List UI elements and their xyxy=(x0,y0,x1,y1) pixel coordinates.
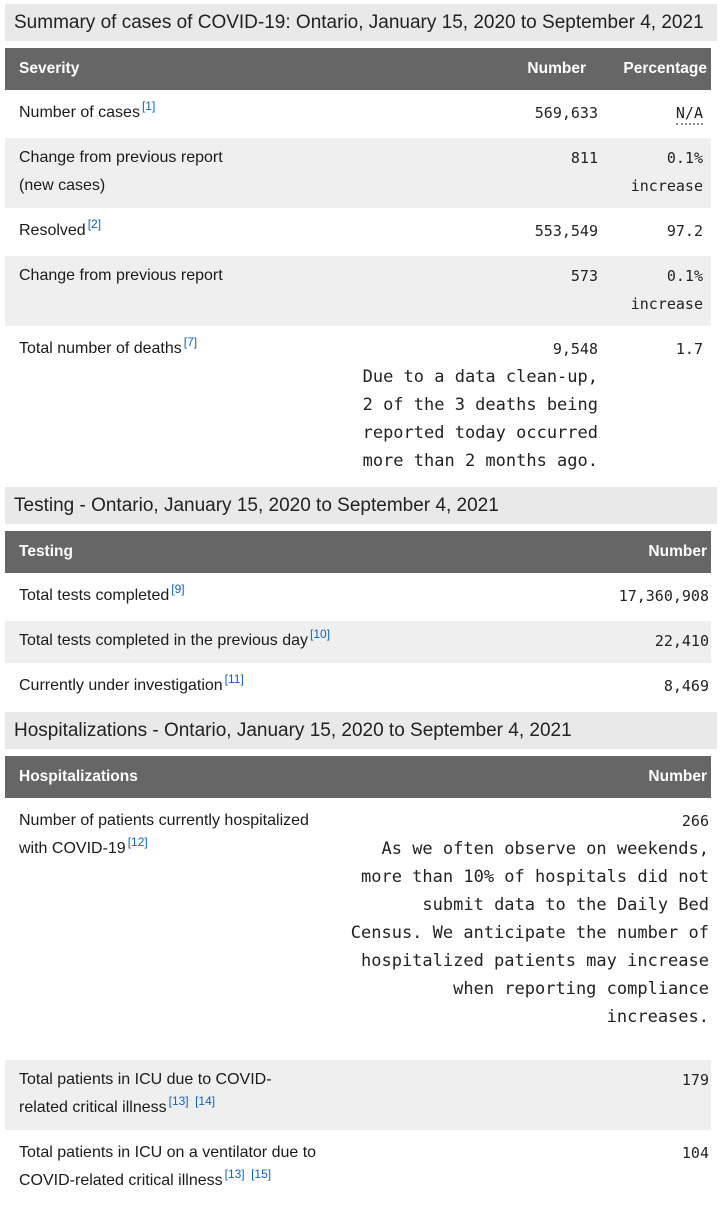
testing-cell: Currently under investigation [11] xyxy=(5,666,551,708)
footnote-ref-link[interactable]: [11] xyxy=(224,671,244,686)
table-row: Total number of deaths [7] 9,548 Due to a… xyxy=(5,329,711,483)
percentage-cell: 97.2 xyxy=(598,211,711,253)
percentage-cell: 0.1% increase xyxy=(598,256,711,326)
caption-testing: Testing - Ontario, January 15, 2020 to S… xyxy=(5,487,717,524)
number-cell: 266 As we often observe on weekends, mor… xyxy=(317,801,711,1057)
footnote-ref-link[interactable]: [2] xyxy=(87,216,102,231)
severity-cell: Resolved [2] xyxy=(5,211,245,253)
number-cell: 8,469 xyxy=(551,666,711,708)
hospitalizations-cell: Total patients in ICU on a ventilator du… xyxy=(5,1133,317,1203)
footnote-ref-link[interactable]: [7] xyxy=(183,334,198,349)
hospitalizations-table: Hospitalizations Number Number of patien… xyxy=(5,753,711,1206)
number-cell: 179 xyxy=(317,1060,711,1130)
header-row: Severity Number Percentage xyxy=(5,48,711,90)
caption-hospitalizations: Hospitalizations - Ontario, January 15, … xyxy=(5,712,717,749)
caption-summary-of-cases: Summary of cases of COVID-19: Ontario, J… xyxy=(5,4,717,41)
footnote-ref-link[interactable]: [14] xyxy=(195,1093,216,1108)
footnote-ref-link[interactable]: [13] xyxy=(224,1166,245,1181)
footnote-ref-link[interactable]: [15] xyxy=(251,1166,272,1181)
header-row: Testing Number xyxy=(5,531,711,573)
table-row: Total tests completed [9] 17,360,908 xyxy=(5,576,711,618)
number-cell: 22,410 xyxy=(551,621,711,663)
footnote-ref-link[interactable]: [10] xyxy=(310,626,331,641)
number-cell: 553,549 xyxy=(245,211,598,253)
percentage-cell: 0.1% increase xyxy=(598,138,711,208)
table-row: Currently under investigation [11] 8,469 xyxy=(5,666,711,708)
number-cell: 569,633 xyxy=(245,93,598,135)
severity-cell: Number of cases [1] xyxy=(5,93,245,135)
severity-cell: Total number of deaths [7] xyxy=(5,329,245,483)
severity-cell: Change from previous report (new cases) xyxy=(5,138,245,208)
number-cell: 811 xyxy=(245,138,598,208)
testing-cell: Total tests completed in the previous da… xyxy=(5,621,551,663)
table-row: Total tests completed in the previous da… xyxy=(5,621,711,663)
hospital-reporting-note: As we often observe on weekends, more th… xyxy=(350,839,709,1027)
table-row: Change from previous report (new cases) … xyxy=(5,138,711,208)
col-header-percentage: Percentage xyxy=(598,48,711,90)
col-header-hospitalizations: Hospitalizations xyxy=(5,756,317,798)
number-cell: 573 xyxy=(245,256,598,326)
hospitalizations-cell: Total patients in ICU due to COVID-relat… xyxy=(5,1060,317,1130)
summary-cases-table: Severity Number Percentage Number of cas… xyxy=(5,45,711,486)
testing-table: Testing Number Total tests completed [9] … xyxy=(5,528,711,711)
deaths-data-note: Due to a data clean-up, 2 of the 3 death… xyxy=(362,367,598,471)
na-abbreviation[interactable]: N/A xyxy=(675,104,703,125)
col-header-number: Number xyxy=(317,756,711,798)
footnote-ref-link[interactable]: [9] xyxy=(171,581,185,596)
footnote-ref-link[interactable]: [1] xyxy=(141,98,156,113)
header-row: Hospitalizations Number xyxy=(5,756,711,798)
number-cell: 104 xyxy=(317,1133,711,1203)
table-row: Total patients in ICU on a ventilator du… xyxy=(5,1133,711,1203)
percentage-cell: N/A xyxy=(598,93,711,135)
table-row: Resolved [2] 553,549 97.2 xyxy=(5,211,711,253)
footnote-ref-link[interactable]: [12] xyxy=(127,834,148,849)
percentage-cell: 1.7 xyxy=(598,329,711,483)
testing-cell: Total tests completed [9] xyxy=(5,576,551,618)
number-cell: 9,548 Due to a data clean-up, 2 of the 3… xyxy=(245,329,598,483)
table-row: Total patients in ICU due to COVID-relat… xyxy=(5,1060,711,1130)
number-cell: 17,360,908 xyxy=(551,576,711,618)
table-row: Number of patients currently hospitalize… xyxy=(5,801,711,1057)
severity-cell: Change from previous report xyxy=(5,256,245,326)
col-header-testing: Testing xyxy=(5,531,551,573)
col-header-severity: Severity xyxy=(5,48,245,90)
col-header-number: Number xyxy=(245,48,598,90)
table-row: Number of cases [1] 569,633 N/A xyxy=(5,93,711,135)
table-row: Change from previous report 573 0.1% inc… xyxy=(5,256,711,326)
footnote-ref-link[interactable]: [13] xyxy=(168,1093,189,1108)
hospitalizations-cell: Number of patients currently hospitalize… xyxy=(5,801,317,1057)
col-header-number: Number xyxy=(551,531,711,573)
